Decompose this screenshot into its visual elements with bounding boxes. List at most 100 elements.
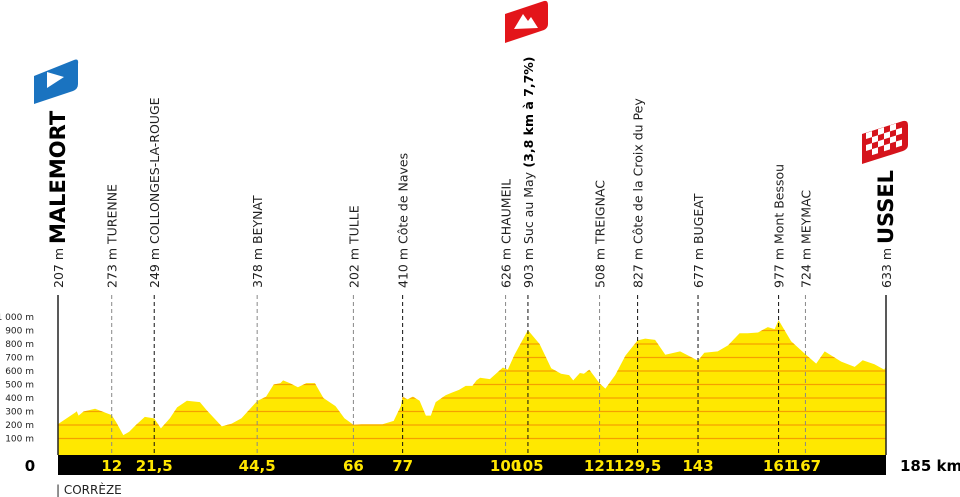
waypoint-climb: 410 m Côte de Naves 77 <box>392 153 413 475</box>
waypoint-name: MEYMAC <box>798 190 813 244</box>
waypoint-climb: 977 m Mont Bessou 161 <box>763 164 794 475</box>
waypoint-altitude: 273 m <box>105 244 120 288</box>
checker-square <box>896 127 902 136</box>
waypoint-label: 378 m BEYNAT <box>250 195 265 288</box>
waypoint-name: Mont Bessou <box>772 164 787 244</box>
waypoint-altitude: 977 m <box>772 244 787 288</box>
km-label: 167 <box>790 457 821 475</box>
checker-square <box>878 139 884 148</box>
waypoint-town: 508 m TREIGNAC 121 <box>584 180 615 475</box>
x-start-label: 0 <box>25 457 35 475</box>
waypoint-name: Suc au May <box>521 171 536 244</box>
waypoint-town: 249 m COLLONGES-LA-ROUGE 21,5 <box>136 97 173 475</box>
waypoint-altitude: 207 m <box>51 244 66 288</box>
waypoint-altitude: 827 m <box>631 244 646 288</box>
km-label: 66 <box>343 457 364 475</box>
checker-square <box>866 131 872 139</box>
waypoint-label: 827 m Côte de la Croix du Pey <box>631 98 646 288</box>
x-end-label: 185 km <box>900 457 960 475</box>
km-label: 121 <box>584 457 615 475</box>
waypoint-name: MALEMORT <box>46 110 70 244</box>
waypoint-altitude: 410 m <box>396 244 411 288</box>
waypoint-label: 410 m Côte de Naves <box>396 153 411 288</box>
checker-square <box>890 123 896 132</box>
waypoint-label: 508 m TREIGNAC <box>593 180 608 288</box>
km-label: 100 <box>490 457 521 475</box>
waypoint-name: USSEL <box>874 170 898 244</box>
waypoint-altitude: 378 m <box>250 244 265 288</box>
km-label: 143 <box>682 457 713 475</box>
waypoint-name: Côte de la Croix du Pey <box>631 98 646 244</box>
waypoint-altitude: 633 m <box>879 244 894 288</box>
waypoint-town: 273 m TURENNE 12 <box>101 184 122 475</box>
waypoint-town: 677 m BUGEAT 143 <box>682 193 713 475</box>
waypoint-name: TREIGNAC <box>593 180 608 245</box>
waypoint-altitude: 903 m <box>521 244 536 288</box>
climb-detail: (3,8 km à 7,7%) <box>521 56 536 171</box>
waypoint-altitude: 202 m <box>346 244 361 288</box>
waypoint-name: BUGEAT <box>691 193 706 244</box>
waypoint-town: 378 m BEYNAT 44,5 <box>239 195 276 475</box>
y-tick-label: 200 m <box>5 421 34 431</box>
checker-square <box>872 147 878 156</box>
y-tick-label: 1 000 m <box>0 313 34 323</box>
km-label: 12 <box>101 457 122 475</box>
mountain-flag-icon <box>505 0 548 44</box>
waypoint-name: Côte de Naves <box>396 153 411 244</box>
waypoint-altitude: 249 m <box>147 244 162 288</box>
elevation-area <box>58 320 886 455</box>
waypoint-name: TURENNE <box>105 184 120 245</box>
waypoint-label: 202 m TULLE <box>346 205 361 288</box>
waypoint-altitude: 626 m <box>499 244 514 288</box>
start-flag-icon <box>34 59 79 104</box>
km-label: 161 <box>763 457 794 475</box>
checker-square <box>884 143 890 152</box>
distance-bar <box>58 455 886 475</box>
waypoint-label: 724 m MEYMAC <box>798 190 813 288</box>
y-tick-label: 100 m <box>5 435 34 445</box>
waypoint-town: 202 m TULLE 66 <box>343 205 364 475</box>
region-label: | CORRÈZE <box>56 482 122 497</box>
waypoints: 207 m MALEMORT 273 m TURENNE 12 249 m COLLO… <box>46 56 898 475</box>
waypoint-name: COLLONGES-LA-ROUGE <box>147 97 162 244</box>
waypoint-label: 633 m USSEL <box>874 170 898 288</box>
waypoint-town: 724 m MEYMAC 167 <box>790 190 821 475</box>
waypoint-town: 626 m CHAUMEIL 100 <box>490 179 521 475</box>
waypoint-climb: 827 m Côte de la Croix du Pey 129,5 <box>614 98 661 475</box>
y-tick-label: 700 m <box>5 354 34 364</box>
waypoint-name: TULLE <box>346 205 361 245</box>
km-label: 21,5 <box>136 457 173 475</box>
waypoint-label: 273 m TURENNE <box>105 184 120 288</box>
waypoint-label: 626 m CHAUMEIL <box>499 179 514 288</box>
km-label: 129,5 <box>614 457 661 475</box>
km-label: 105 <box>512 457 543 475</box>
y-tick-label: 800 m <box>5 340 34 350</box>
checker-square <box>872 135 878 144</box>
waypoint-finish: 633 m USSEL <box>874 170 898 288</box>
y-tick-label: 400 m <box>5 394 34 404</box>
y-tick-label: 300 m <box>5 408 34 418</box>
y-axis: 100 m 200 m 300 m 400 m 500 m 600 m 700 m 800 m… <box>0 313 34 445</box>
waypoint-label: 207 m MALEMORT <box>46 110 70 288</box>
waypoint-climb: 903 m Suc au May (3,8 km à 7,7%) 105 <box>512 56 543 475</box>
checker-square <box>884 131 890 140</box>
waypoint-label: 977 m Mont Bessou <box>772 164 787 288</box>
waypoint-label: 249 m COLLONGES-LA-ROUGE <box>147 97 162 288</box>
checker-square <box>878 127 884 136</box>
checker-square <box>896 139 902 148</box>
waypoint-name: CHAUMEIL <box>499 179 514 244</box>
waypoint-start: 207 m MALEMORT <box>46 110 70 288</box>
waypoint-altitude: 724 m <box>798 244 813 288</box>
waypoint-label: 677 m BUGEAT <box>691 193 706 288</box>
waypoint-label: 903 m Suc au May (3,8 km à 7,7%) <box>521 56 536 288</box>
checker-square <box>890 135 896 144</box>
km-label: 77 <box>392 457 413 475</box>
checkered-flag-icon <box>862 120 908 164</box>
km-label: 44,5 <box>239 457 276 475</box>
waypoint-name: BEYNAT <box>250 195 265 244</box>
y-tick-label: 600 m <box>5 367 34 377</box>
waypoint-altitude: 677 m <box>691 244 706 288</box>
y-tick-label: 500 m <box>5 381 34 391</box>
waypoint-altitude: 508 m <box>593 244 608 288</box>
